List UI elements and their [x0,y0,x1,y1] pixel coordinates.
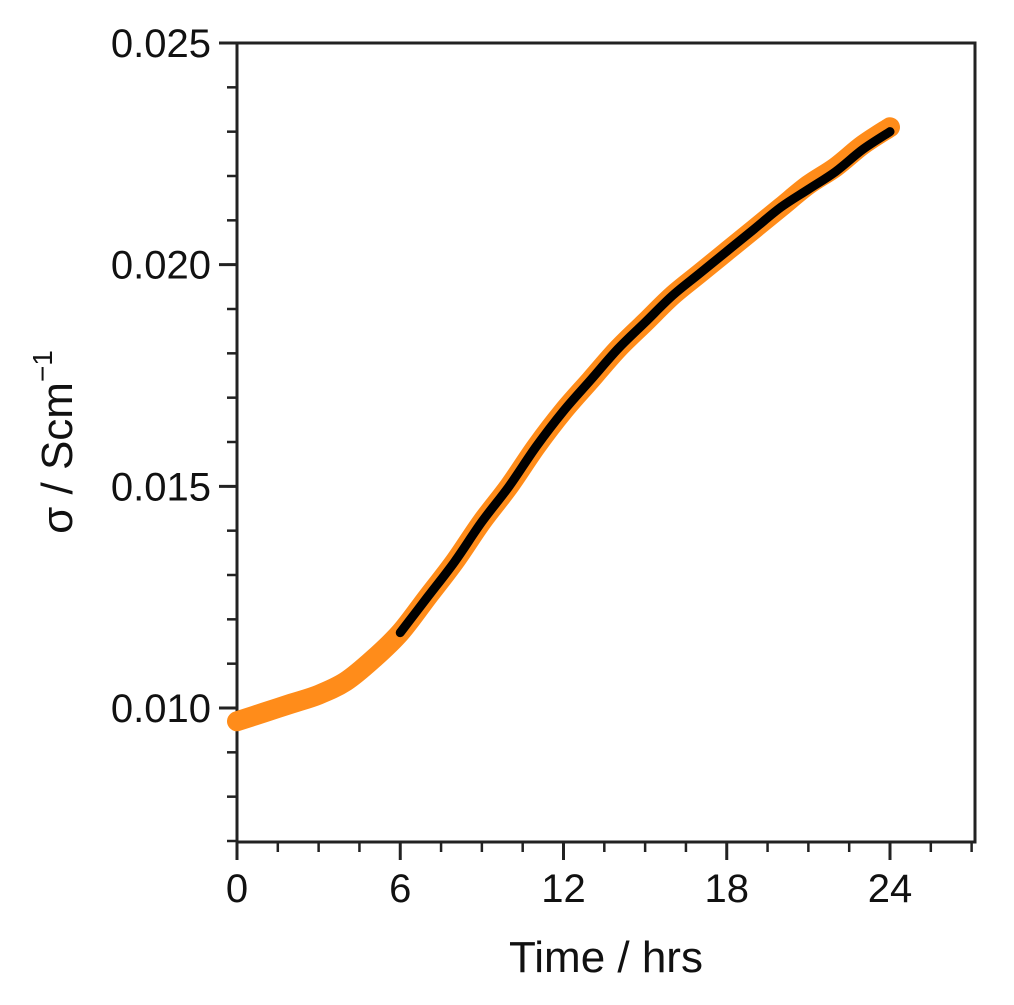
y-tick-label: 0.020 [111,244,211,288]
x-tick-label: 18 [705,867,750,911]
major-ticks [219,41,892,860]
y-axis-title-superscript: −1 [27,350,58,382]
y-tick-label: 0.025 [111,22,211,66]
x-tick-label: 6 [389,867,411,911]
axes-box [235,41,977,844]
series-layer [227,117,900,732]
y-tick-label: 0.015 [111,465,211,509]
plot-frame [235,41,977,844]
y-tick-labels: 0.010 0.015 0.020 0.025 [111,22,211,731]
y-tick-label: 0.010 [111,687,211,731]
x-tick-labels: 0 6 12 18 24 [226,867,912,911]
x-tick-label: 0 [226,867,248,911]
svg-text:σ / Scm−1: σ / Scm−1 [27,350,82,534]
measured-data-series [227,117,900,732]
x-tick-label: 12 [541,867,586,911]
y-axis-title-main: σ / Scm [33,382,82,534]
minor-ticks [227,41,973,852]
x-axis-title: Time / hrs [509,933,703,982]
y-axis-title: σ / Scm−1 [27,350,82,534]
fit-line-series [395,127,895,638]
x-tick-label: 24 [868,867,913,911]
